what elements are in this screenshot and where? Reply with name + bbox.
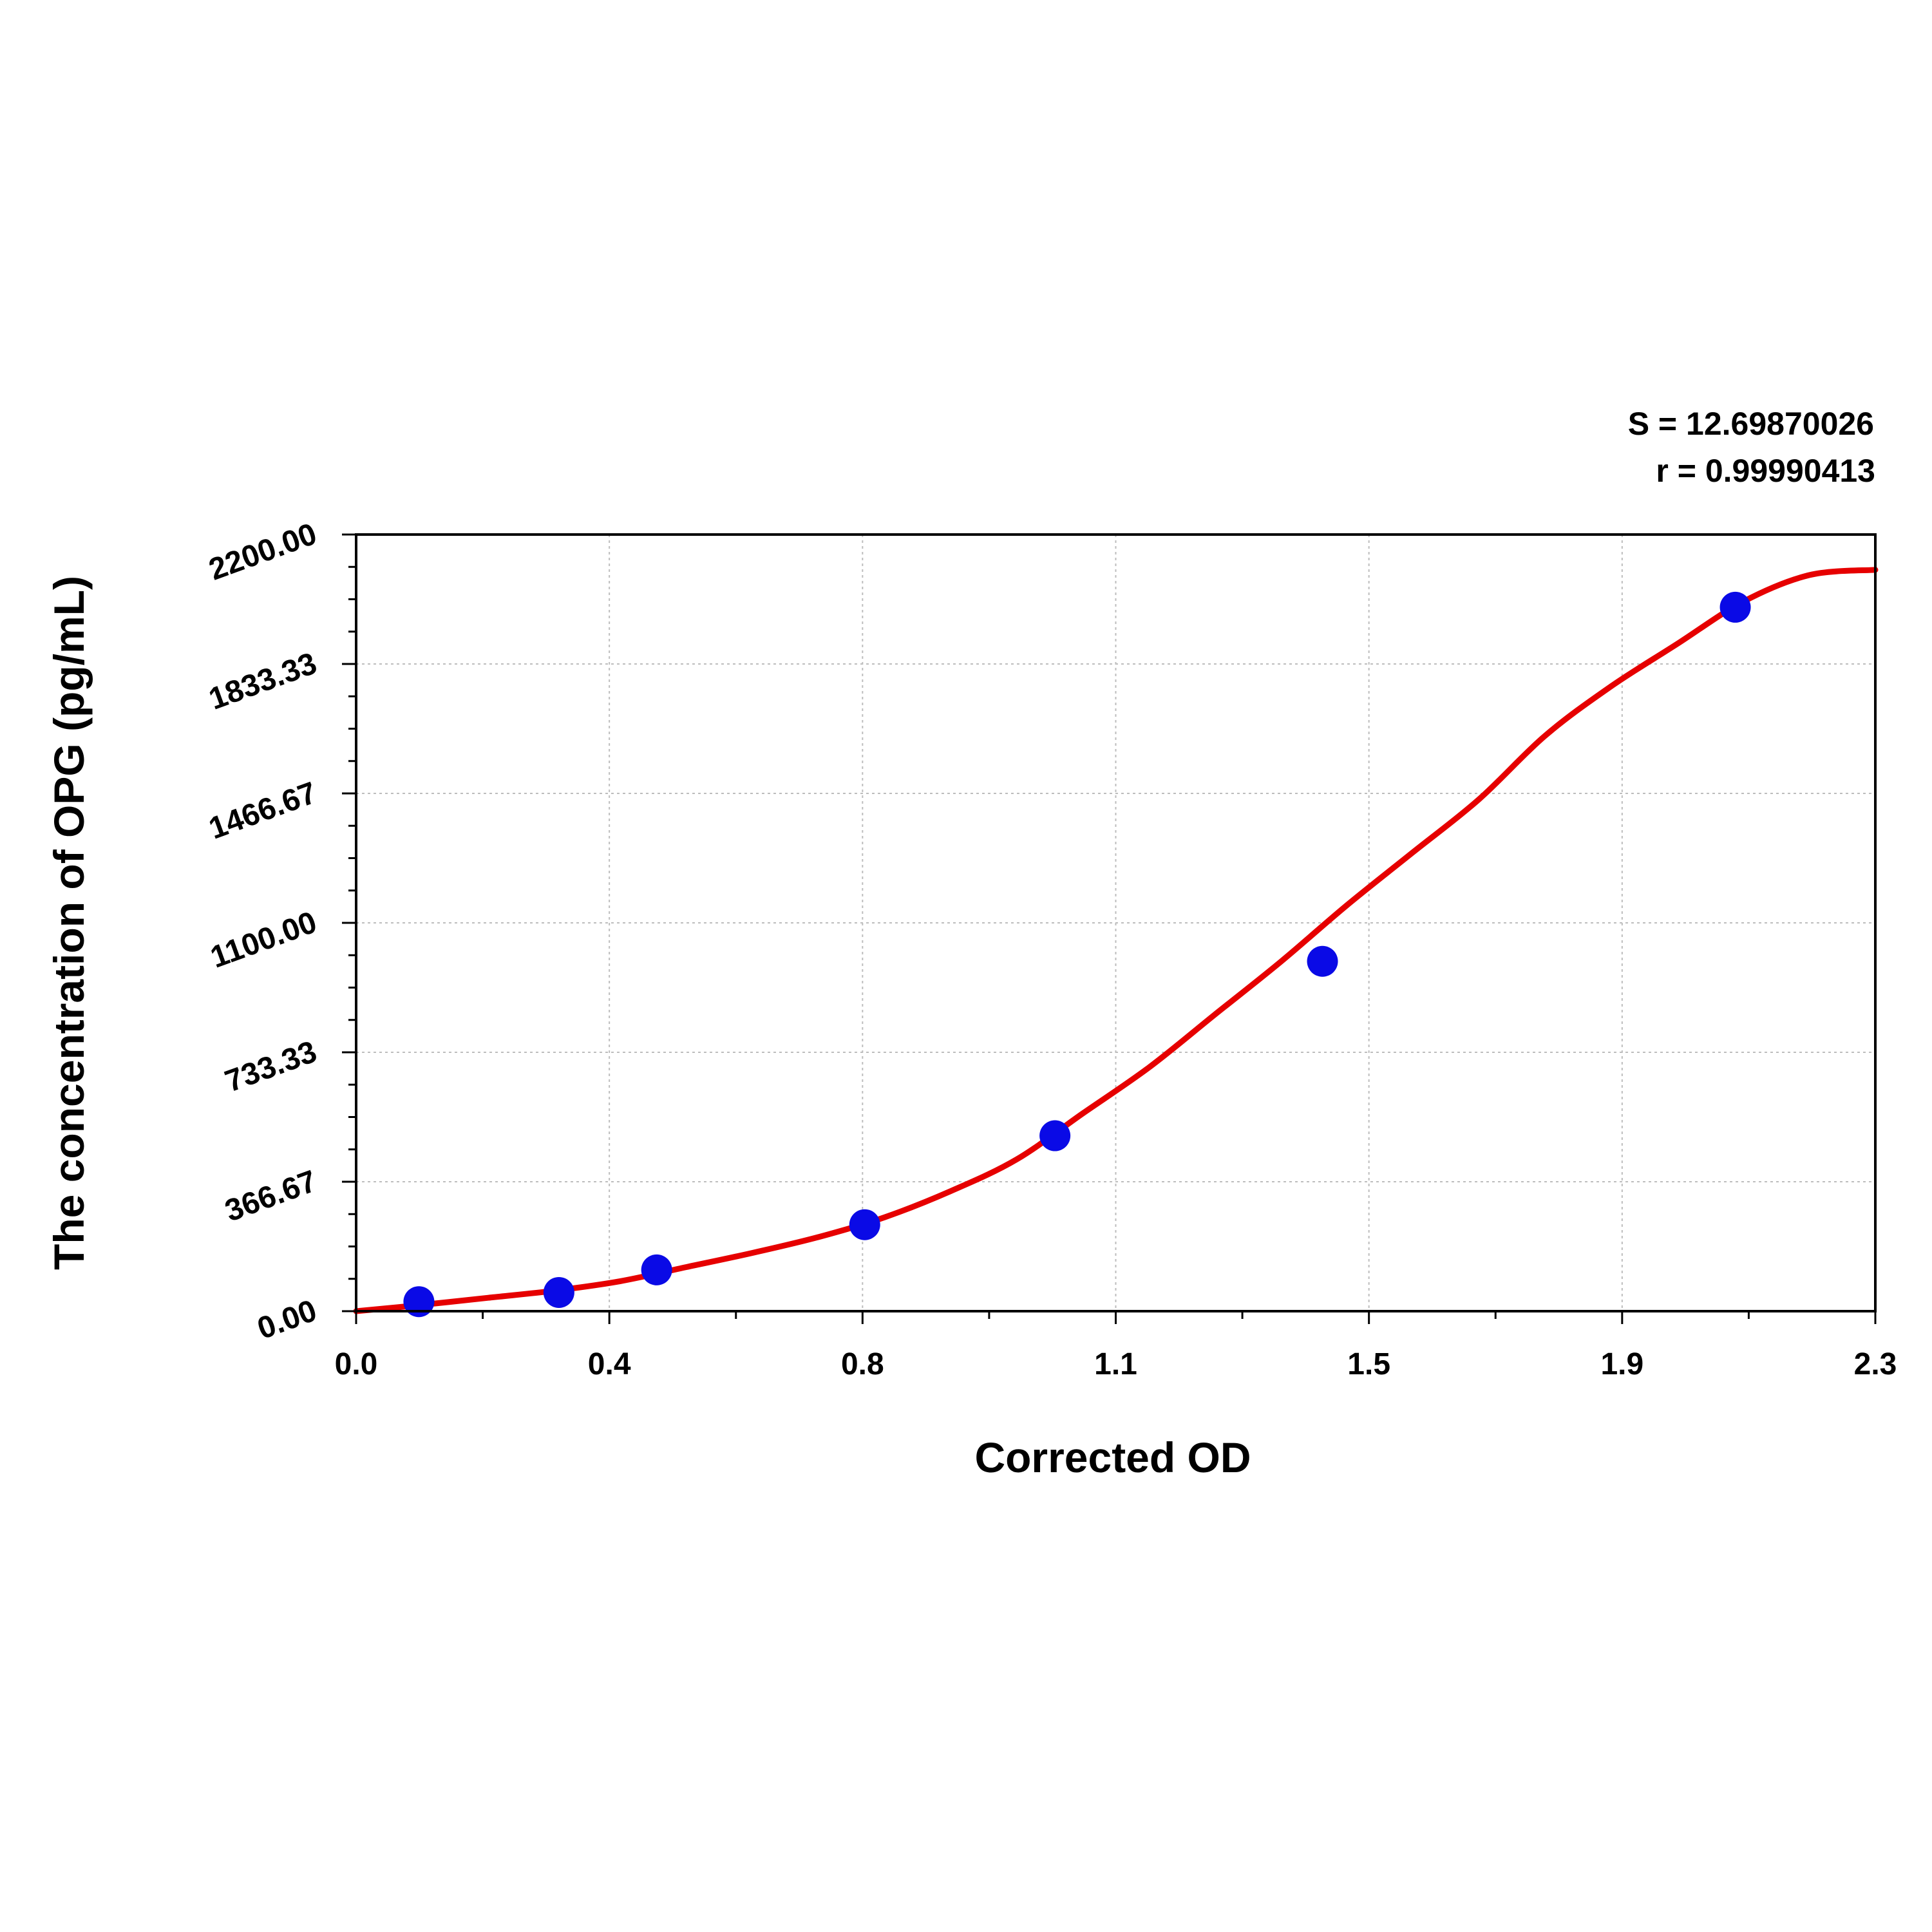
fit-r-value: r = 0.99990413 <box>1656 453 1875 489</box>
data-point <box>1719 591 1751 623</box>
y-tick-label: 366.67 <box>221 1164 321 1229</box>
data-point <box>543 1276 574 1308</box>
axis-ticks <box>342 533 1877 1324</box>
data-point <box>403 1286 435 1318</box>
fit-s-value: S = 12.69870026 <box>1628 406 1874 442</box>
x-tick-label: 1.5 <box>1347 1347 1390 1381</box>
data-points <box>403 591 1751 1318</box>
y-tick-label: 2200.00 <box>205 517 321 587</box>
x-tick-label: 0.4 <box>588 1347 631 1381</box>
data-point <box>849 1209 880 1240</box>
fit-curve-line <box>353 567 1879 1314</box>
y-tick-labels: 0.00 366.67 733.33 1100.00 1466.67 1833.33 220… <box>205 517 321 1347</box>
x-tick-label: 1.1 <box>1094 1347 1137 1381</box>
x-axis-title: Corrected OD <box>974 1434 1251 1481</box>
data-point <box>641 1254 672 1285</box>
y-tick-label: 1833.33 <box>205 647 321 717</box>
fit-curve-layer <box>353 567 1879 1314</box>
data-point <box>1039 1120 1071 1151</box>
x-tick-label: 2.3 <box>1854 1347 1897 1381</box>
grid-lines <box>356 535 1875 1311</box>
y-axis-title: The concentration of OPG (pg/mL) <box>45 576 93 1270</box>
x-tick-label: 0.8 <box>841 1347 884 1381</box>
y-tick-label: 0.00 <box>253 1294 321 1347</box>
y-tick-label: 1100.00 <box>206 905 321 975</box>
data-point <box>1307 945 1338 977</box>
x-tick-label: 1.9 <box>1600 1347 1643 1381</box>
y-tick-label: 733.33 <box>221 1035 321 1099</box>
y-tick-label: 1466.67 <box>205 776 321 846</box>
x-tick-labels: 0.0 0.4 0.8 1.1 1.5 1.9 2.3 <box>335 1347 1897 1381</box>
x-tick-label: 0.0 <box>335 1347 378 1381</box>
